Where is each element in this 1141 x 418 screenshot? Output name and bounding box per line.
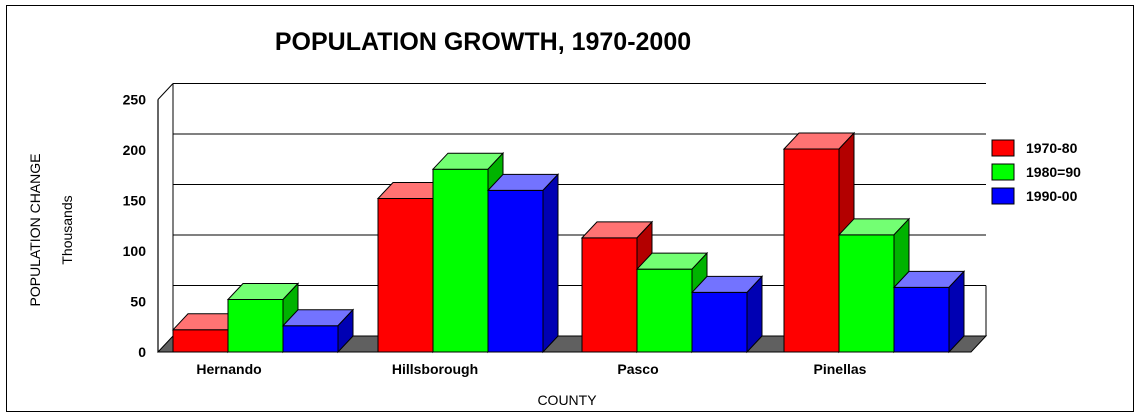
x-tick-label-hernando: Hernando	[196, 361, 261, 377]
bar-side	[337, 308, 354, 354]
y-axis-units: Thousands	[59, 195, 75, 264]
bar-front	[636, 268, 693, 353]
bar-front	[581, 237, 638, 353]
chart-title: POPULATION GROWTH, 1970-2000	[275, 28, 691, 56]
bar-hernando-2	[281, 308, 355, 354]
legend-swatch	[991, 163, 1015, 181]
axes	[157, 83, 174, 352]
bar-front	[487, 189, 544, 353]
x-axis-label: COUNTY	[537, 392, 597, 408]
y-tick-label-100: 100	[123, 243, 147, 259]
x-tick-labels: Hernando Hillsborough Pasco Pinellas	[196, 361, 866, 377]
legend-label: 1990-00	[1026, 188, 1078, 204]
bar-side	[948, 270, 965, 354]
bar-front	[691, 291, 748, 353]
bar-front	[783, 148, 840, 353]
bar-side	[746, 275, 763, 354]
legend-swatch	[991, 187, 1015, 205]
bar-front	[838, 234, 895, 353]
bars	[171, 131, 966, 354]
y-tick-label-250: 250	[123, 92, 147, 108]
y-tick-label-200: 200	[123, 142, 147, 158]
y-tick-labels: 0 50 100 150 200 250	[123, 92, 147, 361]
y-axis-top-depth	[157, 83, 174, 100]
legend-item-1: 1980=90	[991, 163, 1081, 181]
y-axis-label: POPULATION CHANGE	[27, 154, 43, 307]
legend-item-0: 1970-80	[991, 139, 1078, 157]
x-tick-label-hillsborough: Hillsborough	[392, 361, 478, 377]
bar-front	[172, 329, 229, 353]
x-tick-label-pinellas: Pinellas	[814, 361, 867, 377]
bar-side	[542, 173, 559, 354]
bar-front	[432, 168, 489, 353]
bar-front	[377, 197, 434, 353]
legend-label: 1970-80	[1026, 140, 1078, 156]
bar-front	[282, 325, 339, 353]
bar-front	[227, 298, 284, 353]
y-tick-label-150: 150	[123, 193, 147, 209]
legend-item-2: 1990-00	[991, 187, 1078, 205]
bar-pasco-2	[690, 275, 764, 354]
y-tick-label-0: 0	[138, 344, 146, 360]
bar-front	[893, 286, 950, 353]
bar-hillsborough-2	[486, 173, 560, 354]
legend: 1970-80 1980=90 1990-00	[991, 139, 1081, 205]
bar-pinellas-2	[892, 270, 966, 354]
y-tick-label-50: 50	[130, 294, 146, 310]
bar-pasco-1	[635, 251, 709, 354]
x-tick-label-pasco: Pasco	[617, 361, 658, 377]
legend-swatch	[991, 139, 1015, 157]
legend-label: 1980=90	[1026, 164, 1081, 180]
